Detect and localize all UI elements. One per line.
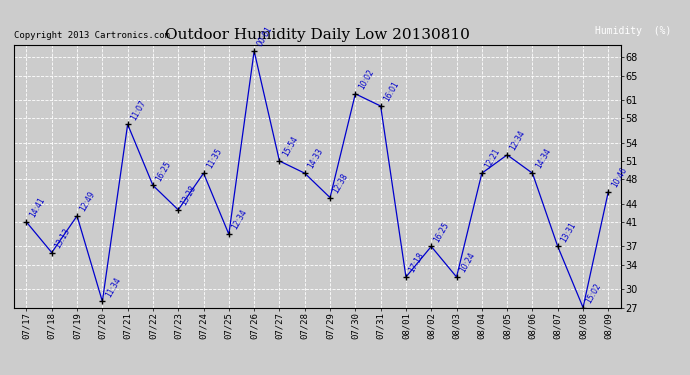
Text: 16:25: 16:25 [433,220,451,244]
Title: Outdoor Humidity Daily Low 20130810: Outdoor Humidity Daily Low 20130810 [165,28,470,42]
Text: 14:33: 14:33 [306,147,325,170]
Text: 12:34: 12:34 [509,129,527,152]
Text: 10:24: 10:24 [458,251,477,274]
Text: 00:01: 00:01 [255,25,274,48]
Text: 10:02: 10:02 [357,68,375,91]
Text: 16:25: 16:25 [155,159,173,183]
Text: 12:38: 12:38 [331,172,350,195]
Text: 17:18: 17:18 [407,251,426,274]
Text: 11:35: 11:35 [205,147,224,170]
Text: 14:41: 14:41 [28,196,46,219]
Text: 16:01: 16:01 [382,80,401,103]
Text: 12:49: 12:49 [79,190,97,213]
Text: 13:28: 13:28 [179,184,198,207]
Text: 12:34: 12:34 [230,208,249,231]
Text: Copyright 2013 Cartronics.com: Copyright 2013 Cartronics.com [14,31,170,40]
Text: Humidity  (%): Humidity (%) [595,26,671,36]
Text: 11:07: 11:07 [129,98,148,122]
Text: 12:21: 12:21 [483,147,502,170]
Text: 11:34: 11:34 [104,275,122,298]
Text: 13:31: 13:31 [559,220,578,244]
Text: 15:54: 15:54 [281,135,299,158]
Text: 15:02: 15:02 [584,281,603,305]
Text: 13:13: 13:13 [53,226,72,250]
Text: 14:34: 14:34 [534,147,553,170]
Text: 10:46: 10:46 [610,165,629,189]
